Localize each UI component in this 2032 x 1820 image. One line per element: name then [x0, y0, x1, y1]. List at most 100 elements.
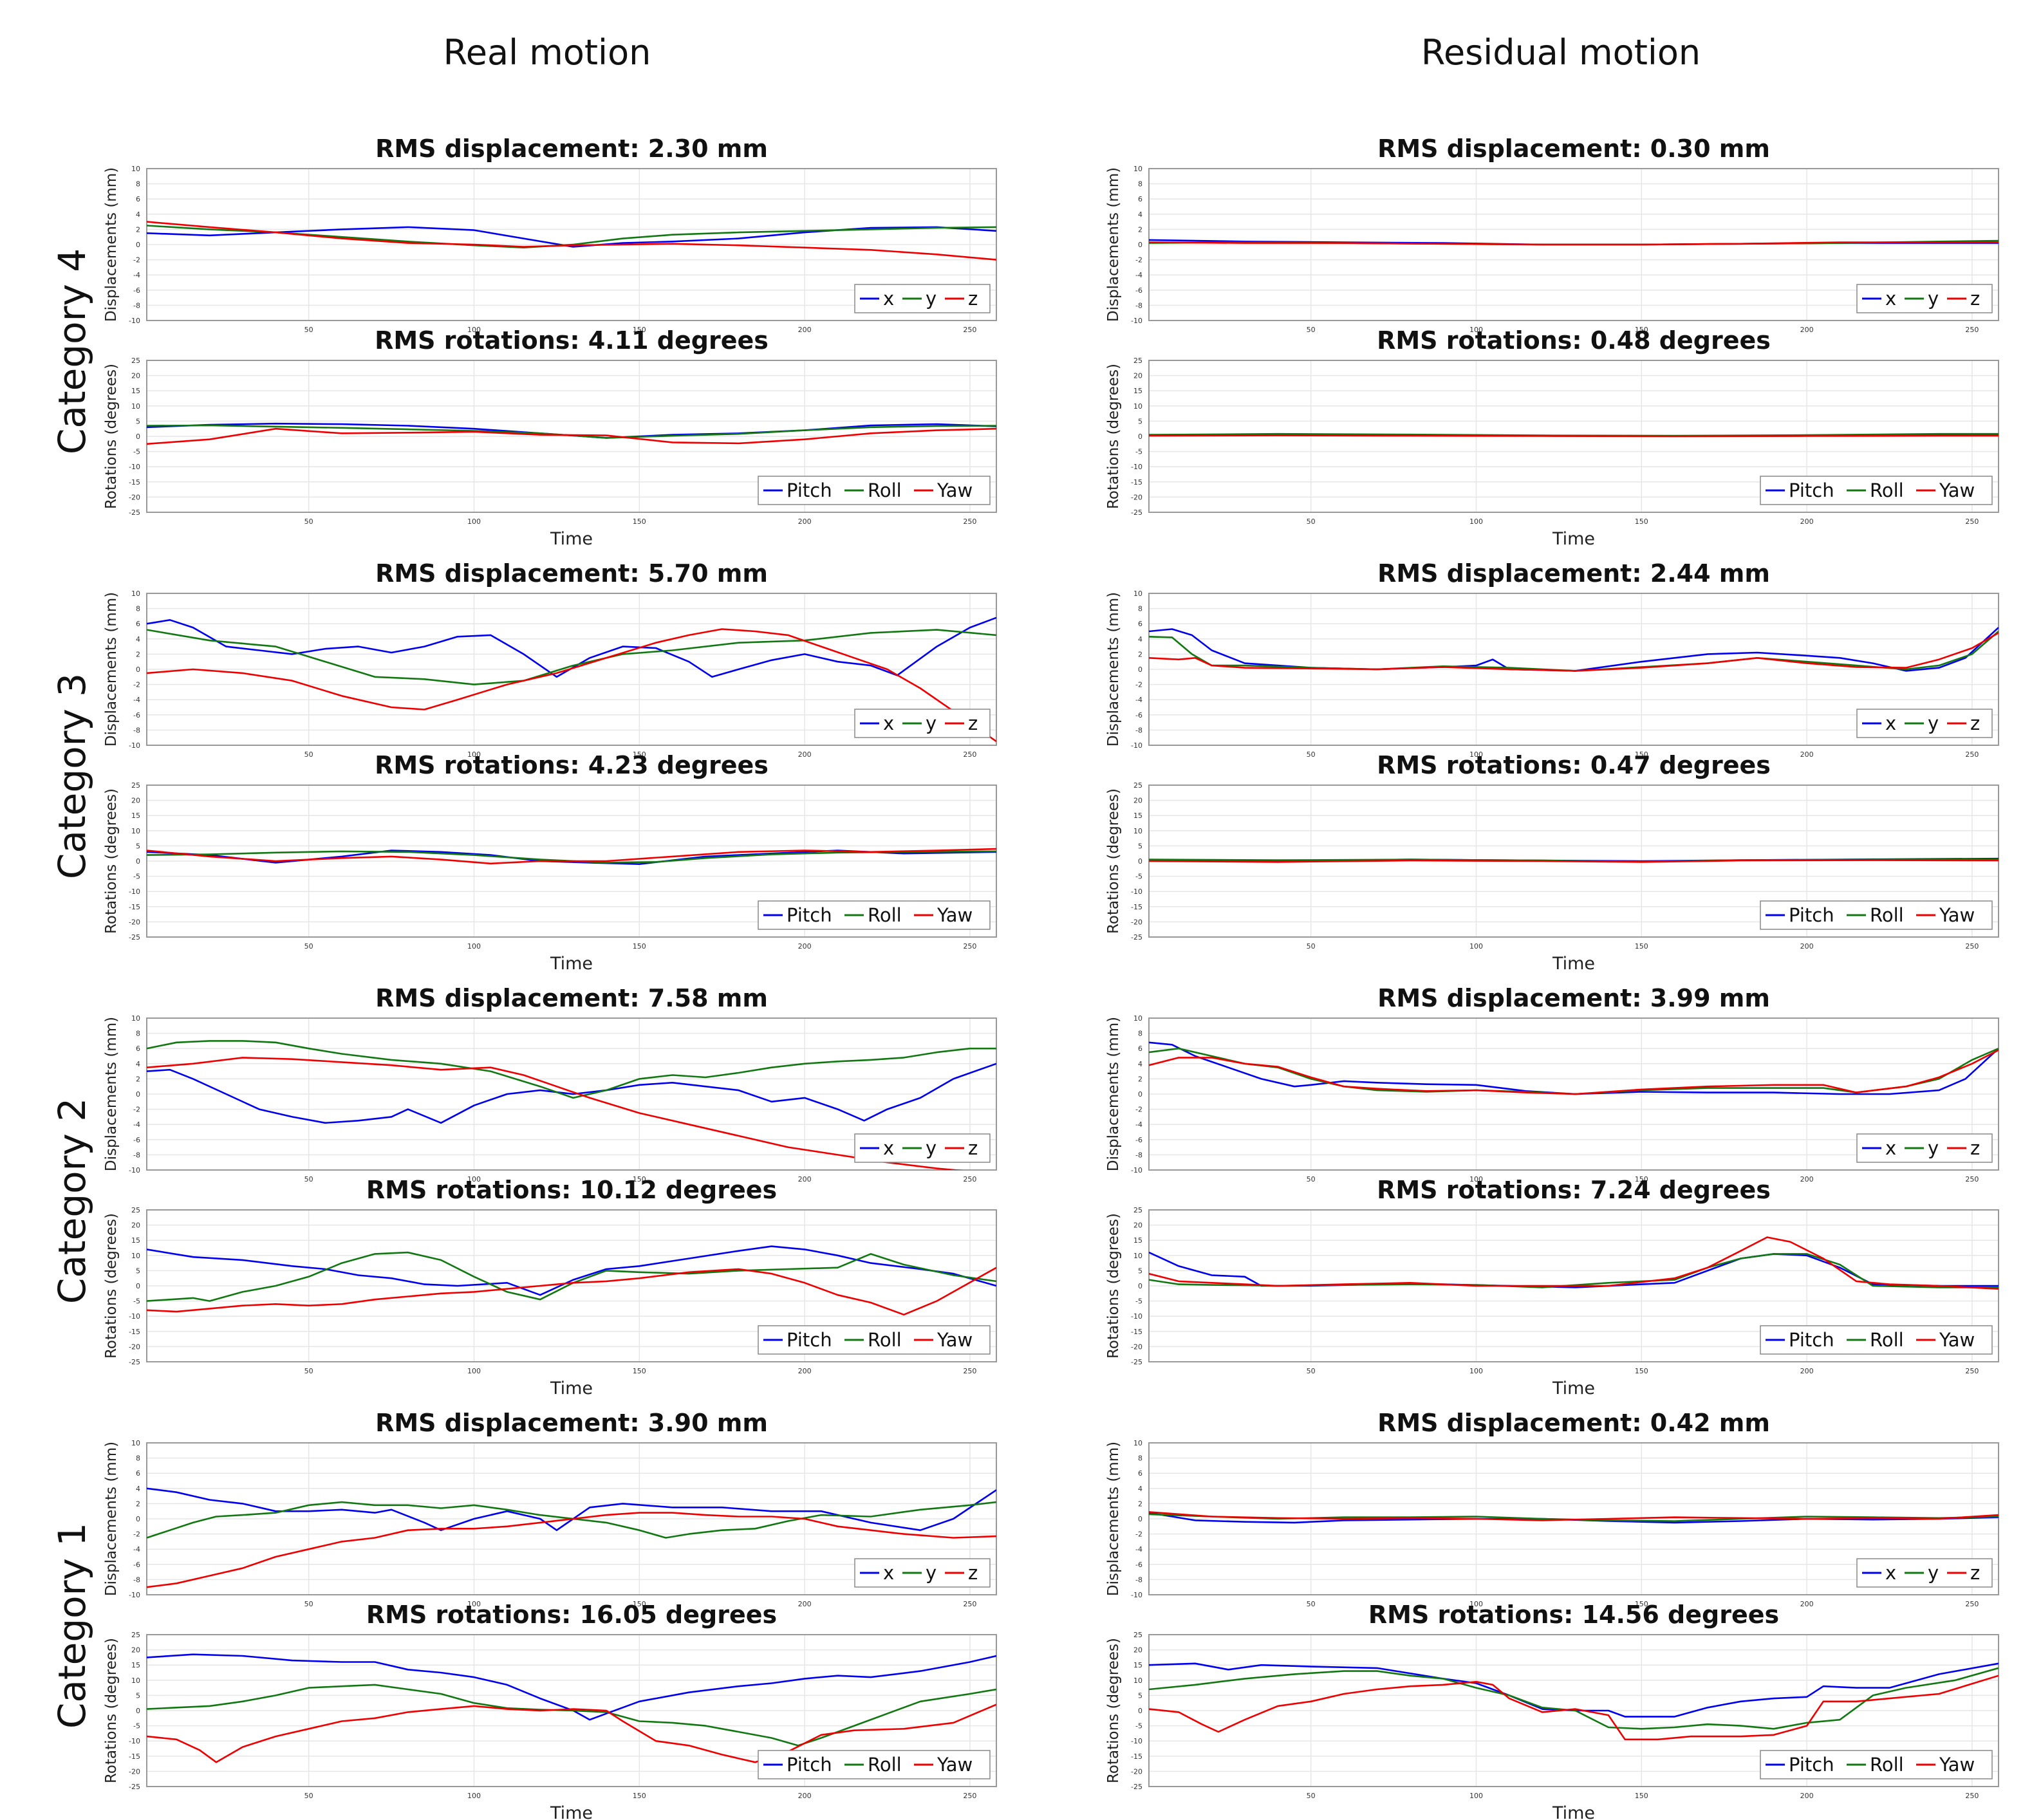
series-line-x: [1149, 1041, 1999, 1095]
chart-title: RMS rotations: 7.24 degrees: [1377, 1176, 1771, 1204]
y-tick-label: 2: [1138, 1500, 1142, 1508]
y-tick-label: 8: [1138, 180, 1142, 189]
x-tick-label: 100: [1469, 942, 1483, 951]
y-tick-label: 0: [136, 857, 140, 866]
y-tick-label: 25: [1133, 357, 1142, 365]
y-tick-label: 0: [136, 1282, 140, 1290]
y-tick-label: 10: [1133, 590, 1142, 598]
y-axis-label: Displacements (mm): [1105, 1017, 1122, 1171]
y-axis-label: Rotations (degrees): [103, 788, 120, 934]
y-tick-label: 0: [1138, 432, 1142, 441]
legend-box: [758, 900, 991, 930]
y-tick-label: 2: [136, 1500, 140, 1508]
x-tick-label: 100: [467, 1367, 481, 1375]
y-tick-label: 2: [136, 650, 140, 658]
legend-label-roll: Roll: [868, 479, 902, 501]
y-tick-label: 20: [1133, 1646, 1142, 1655]
y-tick-label: -8: [133, 301, 140, 310]
legend-label-roll: Roll: [868, 1754, 902, 1776]
y-tick-label: 15: [1133, 1236, 1142, 1245]
x-tick-label: 200: [798, 942, 812, 951]
y-tick-label: -2: [133, 256, 140, 265]
chart-title: RMS displacement: 0.30 mm: [1377, 135, 1770, 163]
y-tick-label: -15: [129, 1752, 140, 1761]
y-tick-label: 5: [136, 842, 140, 850]
x-tick-label: 200: [1800, 750, 1814, 759]
x-tick-label: 100: [467, 1792, 481, 1800]
legend-label-y: y: [926, 1137, 937, 1159]
y-tick-label: -5: [1135, 448, 1142, 456]
legend-label-roll: Roll: [1870, 1329, 1904, 1351]
legend: Pitch Roll Yaw: [758, 900, 991, 930]
y-tick-label: -8: [133, 1151, 140, 1159]
y-tick-label: -5: [133, 1722, 140, 1731]
legend-box: [1856, 284, 1993, 313]
y-tick-label: 0: [136, 1515, 140, 1523]
legend-label-pitch: Pitch: [787, 1754, 832, 1776]
x-tick-label: 250: [963, 517, 976, 526]
y-tick-label: 5: [136, 1691, 140, 1700]
legend-box: [1760, 1750, 1993, 1779]
y-tick-label: 4: [136, 1485, 140, 1493]
y-tick-label: -4: [1135, 1545, 1142, 1554]
plot-frame: [1148, 1634, 1999, 1787]
y-tick-label: 10: [1133, 402, 1142, 411]
legend: x y z: [1856, 1133, 1993, 1163]
chart-title: RMS rotations: 0.48 degrees: [1377, 326, 1771, 355]
x-axis-label: Time: [550, 1379, 593, 1398]
x-tick-label: 200: [1800, 1600, 1814, 1608]
y-tick-label: -4: [133, 1120, 140, 1129]
series-line-pitch: [147, 1245, 996, 1296]
y-axis-label: Displacements (mm): [103, 167, 120, 322]
x-tick-label: 150: [1635, 1175, 1648, 1184]
y-tick-label: -10: [1131, 463, 1142, 471]
legend-label-z: z: [968, 288, 978, 310]
y-tick-label: 6: [1138, 1045, 1142, 1053]
y-tick-label: 2: [136, 1075, 140, 1083]
legend-label-y: y: [1928, 288, 1939, 310]
x-tick-label: 200: [798, 1792, 812, 1800]
y-tick-label: 0: [1138, 857, 1142, 866]
x-tick-label: 250: [1965, 517, 1979, 526]
y-tick-label: 2: [1138, 1075, 1142, 1083]
y-tick-label: 5: [1138, 1267, 1142, 1275]
chart-title: RMS displacement: 3.99 mm: [1377, 984, 1770, 1012]
legend-label-yaw: Yaw: [1939, 1754, 1975, 1776]
chart-title: RMS displacement: 5.70 mm: [375, 559, 768, 588]
legend-label-pitch: Pitch: [1789, 1754, 1834, 1776]
series-line-z: [1149, 241, 1999, 246]
y-tick-label: 25: [1133, 1631, 1142, 1639]
x-tick-label: 250: [963, 326, 976, 334]
x-tick-label: 250: [963, 1175, 976, 1184]
y-tick-label: -10: [129, 1166, 140, 1175]
legend-label-x: x: [883, 712, 894, 734]
y-axis-label: Rotations (degrees): [103, 1638, 120, 1783]
y-tick-label: -8: [1135, 1151, 1142, 1159]
y-tick-label: 0: [136, 241, 140, 249]
chart-c3-real-disp: 10 8 6 4 2 0 -2 -4 -6 -8 -10 50 100 150 200 250 RMS disp…: [103, 559, 997, 759]
y-tick-label: -5: [1135, 1722, 1142, 1731]
y-axis-label: Rotations (degrees): [1105, 1213, 1122, 1359]
y-tick-label: 10: [1133, 1014, 1142, 1023]
x-tick-label: 150: [633, 1367, 646, 1375]
y-tick-label: -5: [133, 1297, 140, 1306]
legend-label-yaw: Yaw: [937, 479, 973, 501]
y-tick-label: -15: [129, 478, 140, 487]
y-tick-label: 6: [1138, 195, 1142, 203]
y-tick-label: -25: [1131, 933, 1142, 942]
y-tick-label: -25: [129, 933, 140, 942]
series-line-z: [147, 628, 996, 743]
y-axis-label: Displacements (mm): [1105, 167, 1122, 322]
x-tick-label: 200: [798, 750, 812, 759]
chart-title: RMS displacement: 3.90 mm: [375, 1409, 768, 1437]
legend-label-y: y: [1928, 1137, 1939, 1159]
chart-title: RMS displacement: 2.30 mm: [375, 135, 768, 163]
legend-label-z: z: [1970, 712, 1980, 734]
legend-box: [1760, 476, 1993, 505]
y-tick-label: 4: [1138, 1485, 1142, 1493]
legend-label-yaw: Yaw: [1939, 479, 1975, 501]
series-line-yaw: [1149, 1675, 1999, 1741]
x-axis-label: Time: [1552, 529, 1595, 549]
x-tick-label: 50: [1307, 1175, 1316, 1184]
